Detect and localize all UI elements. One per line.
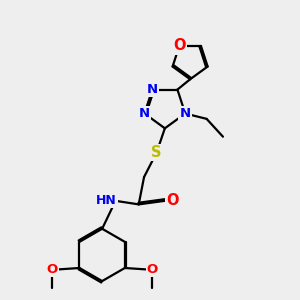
Text: N: N (139, 107, 150, 120)
Text: O: O (46, 263, 58, 276)
Text: O: O (173, 38, 185, 53)
Text: N: N (180, 107, 191, 120)
Text: O: O (166, 193, 178, 208)
Text: O: O (147, 263, 158, 276)
Text: N: N (147, 83, 158, 96)
Text: HN: HN (96, 194, 116, 207)
Text: S: S (151, 145, 162, 160)
